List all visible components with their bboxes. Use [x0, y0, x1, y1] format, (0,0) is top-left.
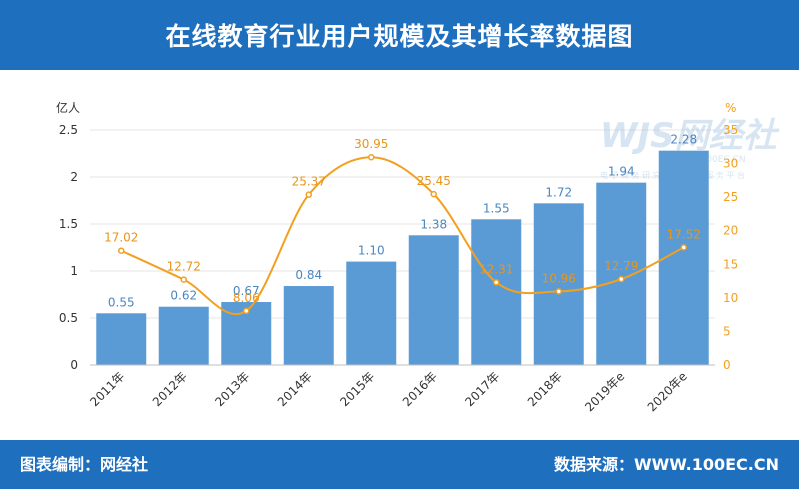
left-tick-label: 1: [70, 264, 78, 278]
bar: [658, 150, 709, 365]
line-point: [180, 276, 187, 283]
line-point: [680, 244, 687, 251]
bar: [596, 182, 647, 365]
bar-value-label: 0.62: [170, 289, 197, 303]
bar-value-label: 2.28: [670, 133, 697, 147]
line-value-label: 10.96: [542, 271, 576, 285]
left-tick-label: 0.5: [59, 311, 78, 325]
line-value-label: 30.95: [354, 137, 388, 151]
left-tick-label: 1.5: [59, 217, 78, 231]
line-point: [493, 279, 500, 286]
bar-value-label: 1.10: [358, 244, 385, 258]
right-tick-label: 5: [723, 324, 731, 338]
line-point: [430, 190, 437, 198]
line-point: [118, 247, 125, 254]
x-tick-label: 2013年: [212, 369, 252, 409]
line-point: [243, 307, 250, 315]
bar-value-label: 1.38: [420, 217, 447, 231]
line-value-label: 17.52: [667, 227, 701, 241]
line-value-label: 25.37: [292, 175, 326, 189]
bar-value-label: 1.94: [608, 165, 635, 179]
line-value-label: 17.02: [104, 231, 138, 245]
left-axis-label: 亿人: [56, 100, 80, 115]
footer-bar: 图表编制：网经社 数据来源：WWW.100EC.CN: [0, 440, 799, 489]
line-value-label: 8.06: [233, 291, 260, 305]
x-tick-label: 2011年: [87, 369, 127, 409]
right-axis-label: %: [725, 101, 736, 115]
bar-value-label: 1.72: [545, 185, 572, 199]
line-point: [555, 288, 562, 295]
watermark-logo-text: WJS网经社: [600, 116, 781, 156]
bar-value-label: 0.67: [233, 284, 260, 298]
x-tick-label: 2016年: [400, 369, 440, 409]
right-tick-label: 30: [723, 157, 738, 171]
x-tick-label: 2017年: [462, 369, 502, 409]
x-tick-label: 2012年: [150, 369, 190, 409]
left-tick-label: 2.5: [59, 123, 78, 137]
bar: [408, 235, 459, 365]
line-point: [368, 153, 375, 161]
footer-source: 数据来源：WWW.100EC.CN: [553, 455, 779, 474]
bar-value-label: 0.84: [295, 268, 322, 282]
data-labels: 0.55 0.62 0.67 0.84 1.10 1.38 1.55 1.72 1.94 2.28…: [104, 133, 701, 310]
bar-series: [96, 150, 709, 365]
line-series: [118, 153, 687, 316]
header-bar: 在线教育行业用户规模及其增长率数据图: [0, 0, 799, 70]
watermark-url: WWW.100EC.CN: [672, 155, 746, 165]
x-tick-label: 2018年: [525, 369, 565, 409]
bar: [158, 306, 209, 365]
left-tick-label: 0: [70, 358, 78, 372]
footer-credit: 图表编制：网经社: [20, 455, 149, 474]
left-tick-label: 2: [70, 170, 78, 184]
x-tick-label: 2015年: [337, 369, 377, 409]
bar-value-label: 1.55: [483, 201, 510, 215]
line-point: [618, 275, 625, 283]
line-value-label: 25.45: [417, 174, 451, 188]
line-value-label: 12.72: [167, 260, 201, 274]
chart-title: 在线教育行业用户规模及其增长率数据图: [165, 22, 634, 51]
right-tick-label: 15: [723, 257, 738, 271]
x-tick-label: 2014年: [275, 369, 315, 409]
right-tick-label: 35: [723, 123, 738, 137]
growth-rate-line: [120, 156, 685, 316]
bar: [346, 261, 397, 365]
right-tick-label: 25: [723, 190, 738, 204]
bar: [283, 286, 334, 365]
x-tick-label: 2020年e: [645, 369, 690, 414]
right-tick-label: 20: [723, 224, 738, 238]
bar-value-label: 0.55: [108, 295, 135, 309]
line-point: [305, 191, 312, 198]
line-value-label: 12.31: [479, 262, 513, 276]
right-tick-label: 0: [723, 358, 731, 372]
right-tick-label: 10: [723, 291, 738, 305]
x-tick-label: 2019年e: [582, 369, 627, 414]
bar: [471, 219, 522, 365]
bar: [533, 203, 584, 365]
line-value-label: 12.79: [604, 259, 638, 273]
bar: [96, 313, 147, 365]
